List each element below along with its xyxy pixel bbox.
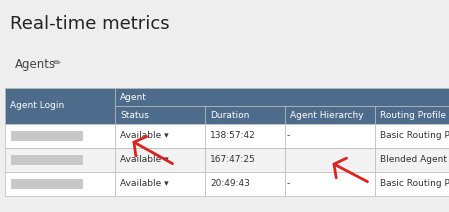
Text: Status: Status — [120, 110, 149, 120]
Bar — [11, 131, 83, 141]
Bar — [285, 172, 375, 196]
Text: Agent: Agent — [120, 92, 147, 102]
Text: ✏: ✏ — [53, 58, 61, 68]
Bar — [375, 124, 449, 148]
Bar — [205, 148, 285, 172]
Text: Available ▾: Available ▾ — [120, 180, 169, 188]
Text: Duration: Duration — [210, 110, 249, 120]
Text: Basic Routing Profile: Basic Routing Profile — [380, 180, 449, 188]
Text: Blended Agent Profile: Blended Agent Profile — [380, 155, 449, 165]
Bar — [285, 148, 375, 172]
Text: -: - — [287, 180, 290, 188]
Text: Agents: Agents — [15, 58, 56, 71]
Bar — [115, 148, 205, 172]
Bar — [5, 124, 115, 148]
Text: -: - — [287, 131, 290, 141]
Text: Agent Login: Agent Login — [10, 102, 64, 110]
Text: Agent Hierarchy: Agent Hierarchy — [290, 110, 364, 120]
Bar — [115, 172, 205, 196]
Text: Basic Routing Profile: Basic Routing Profile — [380, 131, 449, 141]
Bar — [5, 172, 115, 196]
Text: Available ▾: Available ▾ — [120, 155, 169, 165]
Bar — [205, 124, 285, 148]
Bar — [5, 148, 115, 172]
Bar — [375, 172, 449, 196]
Text: Real-time metrics: Real-time metrics — [10, 15, 170, 33]
Text: 167:47:25: 167:47:25 — [210, 155, 256, 165]
Text: 20:49:43: 20:49:43 — [210, 180, 250, 188]
Text: Routing Profile: Routing Profile — [380, 110, 446, 120]
Bar — [11, 179, 83, 188]
Bar — [115, 106, 205, 124]
Bar — [205, 106, 285, 124]
Bar — [375, 106, 449, 124]
Text: 138:57:42: 138:57:42 — [210, 131, 256, 141]
Bar — [5, 88, 115, 124]
Bar — [115, 88, 449, 106]
Bar — [205, 172, 285, 196]
Bar — [375, 148, 449, 172]
Bar — [285, 106, 375, 124]
Text: Available ▾: Available ▾ — [120, 131, 169, 141]
Bar — [11, 155, 83, 165]
Bar — [115, 124, 205, 148]
Bar — [285, 124, 375, 148]
